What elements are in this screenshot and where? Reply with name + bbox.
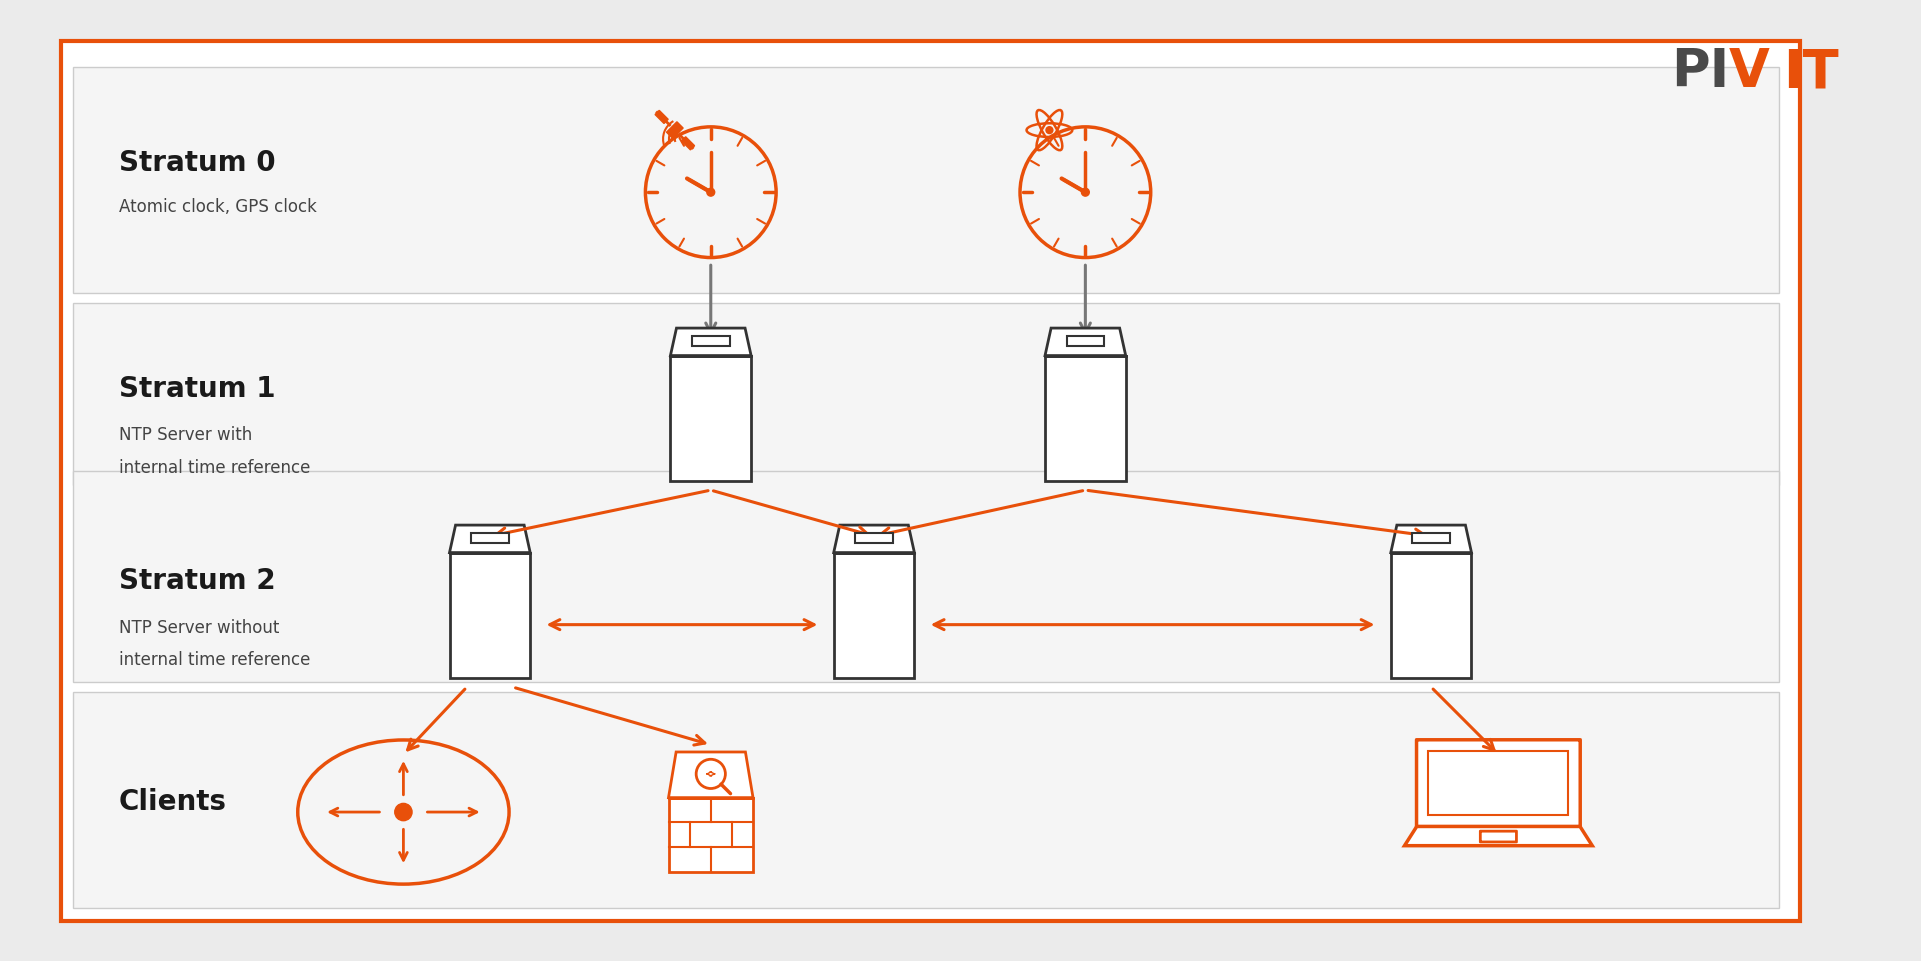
FancyBboxPatch shape xyxy=(1412,533,1450,543)
Text: IT: IT xyxy=(1783,46,1838,98)
Text: Stratum 0: Stratum 0 xyxy=(119,149,277,178)
Text: internal time reference: internal time reference xyxy=(119,459,311,477)
Text: V: V xyxy=(1729,46,1769,98)
FancyBboxPatch shape xyxy=(73,303,1779,485)
Text: NTP Server with: NTP Server with xyxy=(119,427,252,444)
FancyBboxPatch shape xyxy=(73,67,1779,293)
Polygon shape xyxy=(1404,826,1593,846)
FancyBboxPatch shape xyxy=(1391,553,1471,678)
FancyBboxPatch shape xyxy=(1481,831,1516,842)
FancyBboxPatch shape xyxy=(73,471,1779,682)
Polygon shape xyxy=(669,752,753,798)
FancyBboxPatch shape xyxy=(73,692,1779,908)
Text: Stratum 2: Stratum 2 xyxy=(119,567,277,596)
FancyBboxPatch shape xyxy=(61,41,1800,921)
Text: PI: PI xyxy=(1671,46,1729,98)
FancyBboxPatch shape xyxy=(1066,336,1105,346)
Polygon shape xyxy=(655,111,669,123)
Text: Clients: Clients xyxy=(119,788,227,817)
Polygon shape xyxy=(667,122,684,138)
FancyBboxPatch shape xyxy=(834,553,914,678)
FancyBboxPatch shape xyxy=(855,533,893,543)
Polygon shape xyxy=(1045,328,1126,356)
FancyBboxPatch shape xyxy=(670,356,751,480)
Circle shape xyxy=(1082,188,1089,196)
Circle shape xyxy=(394,803,413,821)
Circle shape xyxy=(1047,127,1053,134)
Polygon shape xyxy=(450,525,530,553)
Text: Atomic clock, GPS clock: Atomic clock, GPS clock xyxy=(119,198,317,215)
FancyBboxPatch shape xyxy=(471,533,509,543)
Circle shape xyxy=(707,188,715,196)
FancyBboxPatch shape xyxy=(1429,752,1568,815)
Text: NTP Server without: NTP Server without xyxy=(119,619,279,636)
Polygon shape xyxy=(682,136,695,150)
Text: Stratum 1: Stratum 1 xyxy=(119,375,275,404)
FancyBboxPatch shape xyxy=(1045,356,1126,480)
FancyBboxPatch shape xyxy=(669,798,753,872)
Polygon shape xyxy=(834,525,914,553)
Polygon shape xyxy=(1391,525,1471,553)
Polygon shape xyxy=(670,328,751,356)
FancyBboxPatch shape xyxy=(692,336,730,346)
FancyBboxPatch shape xyxy=(1416,740,1581,826)
Text: internal time reference: internal time reference xyxy=(119,652,311,669)
FancyBboxPatch shape xyxy=(450,553,530,678)
